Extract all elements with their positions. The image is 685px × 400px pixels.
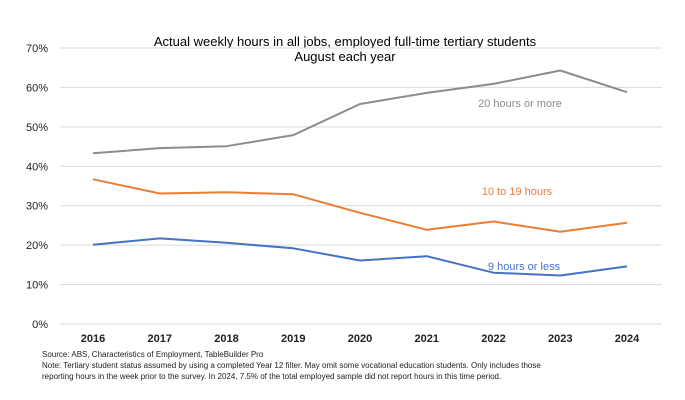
gridlines xyxy=(60,47,662,325)
y-tick-label: 70% xyxy=(26,43,48,55)
series-label: 9 hours or less xyxy=(488,261,561,273)
x-tick-label: 2024 xyxy=(615,333,640,345)
series-lines xyxy=(92,69,628,277)
x-tick-label: 2017 xyxy=(148,333,172,345)
footnote-line-2: reporting hours in the week prior to the… xyxy=(42,372,502,381)
x-tick-label: 2019 xyxy=(281,333,305,345)
x-tick-label: 2023 xyxy=(548,333,572,345)
footnote-line-1: Note: Tertiary student status assumed by… xyxy=(42,361,541,370)
series-line-10-to-19-hours xyxy=(92,178,628,233)
y-tick-label: 40% xyxy=(26,161,48,173)
series-labels: 20 hours or more 10 to 19 hours 9 hours or… xyxy=(478,98,562,273)
y-tick-label: 30% xyxy=(26,201,48,213)
chart-subtitle: August each year xyxy=(294,49,396,64)
x-tick-label: 2020 xyxy=(348,333,372,345)
series-label: 20 hours or more xyxy=(478,98,562,110)
series-label: 10 to 19 hours xyxy=(482,186,553,198)
x-tick-label: 2016 xyxy=(81,333,105,345)
y-tick-label: 50% xyxy=(26,122,48,134)
chart-title: Actual weekly hours in all jobs, employe… xyxy=(154,34,537,49)
y-axis-ticks: 0% 10% 20% 30% 40% 50% 60% 70% xyxy=(26,43,48,331)
series-line-9-hours-or-less xyxy=(92,237,628,277)
y-tick-label: 0% xyxy=(32,319,48,331)
y-tick-label: 20% xyxy=(26,240,48,252)
source-note: Source: ABS, Characteristics of Employme… xyxy=(42,350,264,359)
x-axis-ticks: 2016 2017 2018 2019 2020 2021 2022 2023 2024 xyxy=(81,333,640,345)
y-tick-label: 10% xyxy=(26,280,48,292)
x-tick-label: 2021 xyxy=(415,333,439,345)
y-tick-label: 60% xyxy=(26,82,48,94)
x-tick-label: 2022 xyxy=(481,333,505,345)
series-line-20-hours-or-more xyxy=(92,69,628,155)
x-tick-label: 2018 xyxy=(214,333,238,345)
